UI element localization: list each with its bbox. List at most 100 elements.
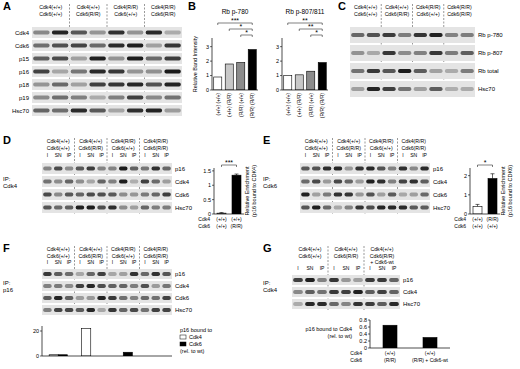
band xyxy=(164,31,180,35)
lane-label: SN xyxy=(378,152,385,158)
column-header: Cdk4(+/+) xyxy=(77,4,100,10)
band xyxy=(33,109,49,113)
lane-label: I xyxy=(144,152,145,158)
column-header: Cdk4(+/+) xyxy=(354,4,377,10)
band xyxy=(162,308,170,312)
band xyxy=(146,31,162,35)
blot-strip xyxy=(350,45,475,61)
band xyxy=(127,31,143,35)
band xyxy=(366,180,374,184)
band xyxy=(162,180,170,184)
tick xyxy=(212,185,214,186)
band xyxy=(54,284,62,288)
band xyxy=(345,206,353,210)
lane-label: SN xyxy=(55,152,62,158)
row-label: Cdk4 xyxy=(198,216,210,222)
tick-label: 1.5 xyxy=(203,168,211,174)
lane-label: IP xyxy=(390,152,395,158)
bars xyxy=(383,325,437,348)
band xyxy=(97,272,105,276)
band xyxy=(108,31,124,35)
tick-label: 1 xyxy=(464,192,467,198)
band xyxy=(410,167,418,171)
band xyxy=(353,290,363,294)
band xyxy=(152,180,160,184)
blot-strip xyxy=(292,287,400,297)
band xyxy=(293,278,303,282)
category-line: (R/R) xyxy=(384,357,396,363)
lane-label: I xyxy=(402,152,403,158)
band xyxy=(52,109,68,113)
column-header: Cdk4(+/+) xyxy=(79,138,102,144)
tick-label: 1 xyxy=(276,72,279,78)
row-label: p19 xyxy=(19,95,30,101)
band xyxy=(87,308,95,312)
band xyxy=(461,69,474,73)
band xyxy=(366,167,374,171)
band xyxy=(76,206,84,210)
band xyxy=(54,193,62,197)
ip-label: IP: xyxy=(263,176,271,182)
band xyxy=(429,33,442,37)
category-label: (+/+)(R/R) xyxy=(231,216,243,229)
band xyxy=(162,206,170,210)
band xyxy=(146,96,162,100)
x-axis xyxy=(42,356,172,357)
band xyxy=(54,272,62,276)
band xyxy=(33,44,49,48)
row-label: Cdk6 xyxy=(350,357,362,363)
lane-label: SN xyxy=(345,152,352,158)
band xyxy=(127,109,143,113)
x-axis xyxy=(282,90,328,91)
axis-title: Relative Band Intensity xyxy=(192,36,198,93)
tick xyxy=(280,75,282,76)
column-header: Cdk6(R/R) xyxy=(337,145,362,151)
ip-label: Cdk6 xyxy=(263,183,278,189)
y-axis xyxy=(42,326,43,356)
band xyxy=(89,57,105,61)
tick xyxy=(280,90,282,91)
tick xyxy=(368,327,370,328)
band xyxy=(87,206,95,210)
band xyxy=(429,51,442,55)
chart-title: Rb p-780 xyxy=(222,8,249,16)
band xyxy=(141,193,149,197)
row-label: Cdk6 xyxy=(454,223,466,229)
band xyxy=(152,308,160,312)
band xyxy=(141,206,149,210)
blot-strip xyxy=(42,202,172,213)
band xyxy=(119,308,127,312)
band xyxy=(420,206,428,210)
band xyxy=(108,193,116,197)
blot-strip xyxy=(32,105,182,116)
band xyxy=(130,180,138,184)
band xyxy=(65,272,73,276)
band xyxy=(43,308,51,312)
legend-label: Cdk6 xyxy=(189,341,202,347)
band xyxy=(312,193,320,197)
band xyxy=(367,69,380,73)
band xyxy=(89,44,105,48)
band xyxy=(108,180,116,184)
blot: Cdk4(+/+)Cdk6(+/+)Cdk4(+/+)Cdk6(R/R)Cdk4… xyxy=(263,246,421,310)
row-label: Cdk4 xyxy=(175,283,190,289)
band xyxy=(351,51,364,55)
axis-title: p16 bound to Cdk4 xyxy=(306,326,352,332)
blot-strip xyxy=(32,79,182,90)
band xyxy=(366,206,374,210)
column-header: Cdk4(R/R) xyxy=(114,4,139,10)
tick xyxy=(468,214,470,215)
tick xyxy=(210,46,212,47)
column-header: Cdk6(+/+) xyxy=(370,145,393,151)
significance: * xyxy=(239,23,242,30)
x-axis xyxy=(470,214,500,215)
column-header: Cdk4(+/+) xyxy=(337,138,360,144)
band xyxy=(355,193,363,197)
band xyxy=(301,206,309,210)
band xyxy=(119,272,127,276)
band xyxy=(54,206,62,210)
row-label: Rb p-807 xyxy=(478,50,503,56)
tick xyxy=(368,341,370,342)
lane-label: I xyxy=(79,259,80,265)
band xyxy=(152,206,160,210)
